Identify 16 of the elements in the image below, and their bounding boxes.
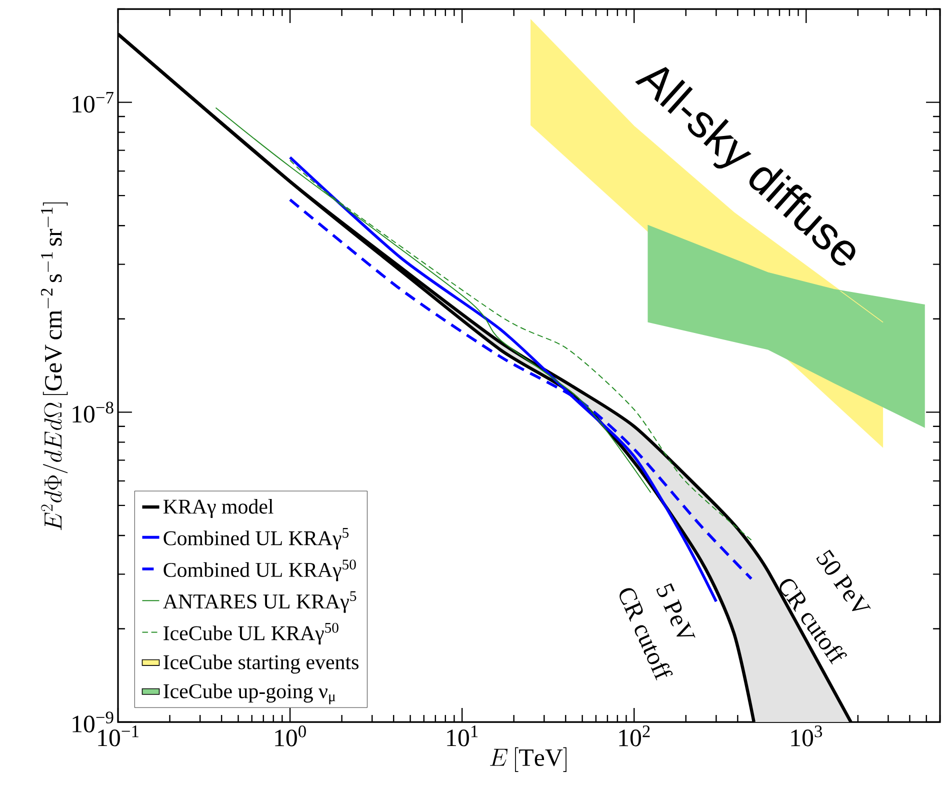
legend-label: IceCube UL KRAγ$^{50}$ — [164, 622, 338, 645]
y-axis-title: $E^2 d\Phi/dE d\Omega\,[\mathrm{GeV\,cm^{-2}\,s^{-1}\,sr^{-1}}]$ — [40, 202, 68, 530]
legend-label: KRAγ model — [163, 499, 274, 518]
x-tick-label: 10$^{1}$ — [447, 726, 478, 746]
legend-label: ANTARES UL KRAγ$^{5}$ — [163, 591, 356, 613]
y-tick-label: 10$^{−8}$ — [72, 402, 114, 423]
x-axis-title: $E\,[\mathrm{TeV}]$ — [490, 747, 566, 772]
annotation: 50 PeV — [816, 550, 871, 612]
legend-label: Combined UL KRAγ$^{50}$ — [164, 560, 356, 582]
y-tick-label: 10$^{−7}$ — [72, 92, 114, 113]
legend-label: Combined UL KRAγ$^{5}$ — [164, 528, 349, 550]
x-tick-label: 10$^{3}$ — [791, 726, 822, 746]
legend-label: IceCube up-going ν$_{μ}$ — [164, 684, 336, 704]
legend-label: IceCube starting events — [164, 654, 358, 674]
x-tick-label: 10$^{0}$ — [275, 726, 306, 746]
x-tick-label: 10$^{2}$ — [619, 726, 650, 746]
